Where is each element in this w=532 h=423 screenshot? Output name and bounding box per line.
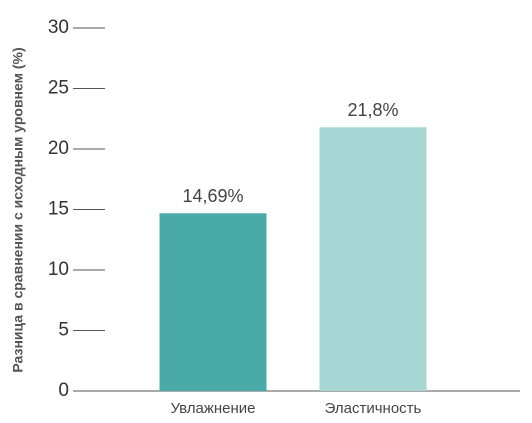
y-tick-label: 15 [48,199,69,220]
y-tick-label: 25 [48,78,69,99]
bar [319,127,427,391]
x-tick-label: Эластичность [325,400,422,417]
y-tick-label: 30 [48,17,69,38]
y-tick-label: 10 [48,259,69,280]
y-axis-label: Разница в сравнении с исходным уровнем (… [10,47,26,372]
y-tick-label: 5 [58,320,69,341]
x-tick-label: Увлажнение [170,400,255,417]
y-tick-label: 0 [58,380,69,401]
bar [159,213,267,391]
value-label: 14,69% [182,186,243,206]
value-label: 21,8% [347,100,398,120]
y-tick-label: 20 [48,138,69,159]
